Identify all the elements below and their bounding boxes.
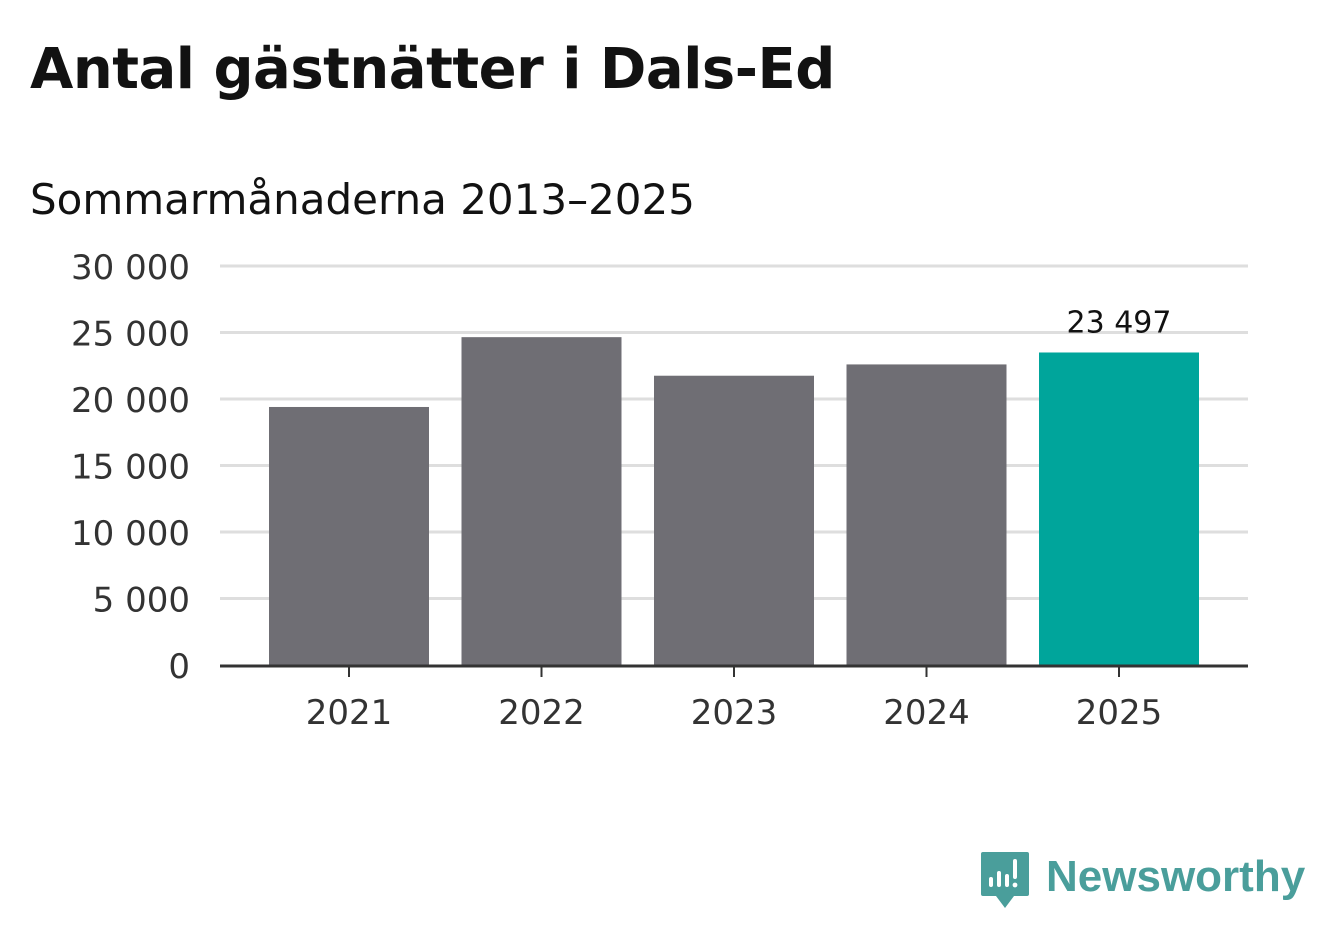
data-labels: 23 497	[1067, 305, 1172, 340]
y-tick-label: 0	[168, 647, 190, 687]
newsworthy-logo-icon	[981, 852, 1029, 908]
y-tick-label: 10 000	[71, 514, 190, 554]
newsworthy-logo: Newsworthy	[980, 850, 1305, 910]
y-tick-label: 15 000	[71, 448, 190, 488]
y-tick-label: 25 000	[71, 315, 190, 355]
newsworthy-logo-text: Newsworthy	[1046, 852, 1306, 901]
x-tick-label: 2022	[498, 693, 585, 733]
bar-2022	[461, 337, 622, 665]
bars	[269, 337, 1199, 665]
bar-2024	[846, 364, 1007, 665]
x-tick-label: 2025	[1076, 693, 1163, 733]
data-label: 23 497	[1067, 305, 1172, 340]
x-tick-label: 2021	[306, 693, 393, 733]
bar-2025	[1039, 352, 1199, 665]
x-tick-label: 2024	[883, 693, 970, 733]
x-tick-label: 2023	[691, 693, 778, 733]
y-axis-ticks: 0 5 000 10 000 15 000 20 000 25 000 30 000	[71, 248, 190, 687]
y-tick-label: 30 000	[71, 248, 190, 288]
chart-subtitle: Sommarmånaderna 2013–2025	[30, 175, 695, 224]
bar-chart: 0 5 000 10 000 15 000 20 000 25 000 30 000 202…	[71, 248, 1248, 733]
x-axis-ticks: 2021 2022 2023 2024 2025	[306, 667, 1163, 733]
chart-title: Antal gästnätter i Dals-Ed	[30, 37, 835, 102]
y-tick-label: 20 000	[71, 381, 190, 421]
y-tick-label: 5 000	[93, 581, 190, 621]
bar-2021	[269, 406, 429, 665]
bar-2023	[654, 375, 814, 665]
